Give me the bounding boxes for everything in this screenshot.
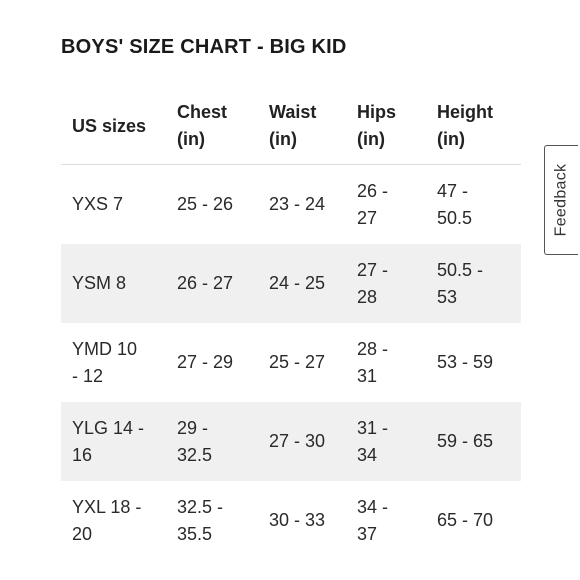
header-chest: Chest (in)	[166, 88, 258, 165]
cell-size: YSM 8	[61, 244, 166, 323]
header-height: Height (in)	[426, 88, 521, 165]
size-table: US sizes Chest (in) Waist (in) Hips (in) He…	[61, 88, 521, 560]
cell-size: YXL 18 -20	[72, 496, 142, 544]
cell-hips: 28 -31	[357, 338, 389, 386]
cell-chest: 27 - 29	[177, 352, 234, 372]
cell-height: 59 - 65	[426, 402, 521, 481]
feedback-label: Feedback	[552, 163, 570, 237]
table-row: YMD 10- 12 27 - 29 25 - 27 28 -31 53 - 5…	[61, 323, 521, 402]
cell-height: 50.5 -53	[426, 244, 521, 323]
cell-waist: 27 - 30	[258, 402, 346, 481]
cell-waist: 24 - 25	[258, 244, 346, 323]
cell-chest: 25 - 26	[177, 194, 234, 214]
table-row: YXL 18 -20 32.5 -35.5 30 - 33 34 -37 65 …	[61, 481, 521, 560]
cell-chest: 26 - 27	[166, 244, 258, 323]
cell-hips: 26 -27	[357, 180, 389, 228]
cell-waist: 30 - 33	[269, 510, 326, 530]
cell-height: 65 - 70	[437, 510, 494, 530]
cell-size: YLG 14 -16	[61, 402, 166, 481]
page-title: BOYS' SIZE CHART - BIG KID	[61, 36, 347, 58]
header-hips: Hips (in)	[346, 88, 426, 165]
cell-size: YXS 7	[72, 194, 124, 214]
cell-hips: 34 -37	[357, 496, 389, 544]
cell-chest: 29 -32.5	[166, 402, 258, 481]
cell-height: 47 -50.5	[437, 180, 473, 228]
table-row: YSM 8 26 - 27 24 - 25 27 -28 50.5 -53	[61, 244, 521, 323]
cell-hips: 27 -28	[346, 244, 426, 323]
cell-height: 53 - 59	[437, 352, 494, 372]
table-header-row: US sizes Chest (in) Waist (in) Hips (in) He…	[61, 88, 521, 165]
feedback-button[interactable]: Feedback	[544, 145, 578, 255]
table-row: YLG 14 -16 29 -32.5 27 - 30 31 -34 59 - …	[61, 402, 521, 481]
cell-chest: 32.5 -35.5	[177, 496, 224, 544]
cell-waist: 25 - 27	[269, 352, 326, 372]
cell-hips: 31 -34	[346, 402, 426, 481]
table-row: YXS 7 25 - 26 23 - 24 26 -27 47 -50.5	[61, 165, 521, 245]
header-waist: Waist (in)	[258, 88, 346, 165]
cell-waist: 23 - 24	[269, 194, 326, 214]
cell-size: YMD 10- 12	[72, 338, 138, 386]
header-us-sizes: US sizes	[61, 88, 166, 165]
